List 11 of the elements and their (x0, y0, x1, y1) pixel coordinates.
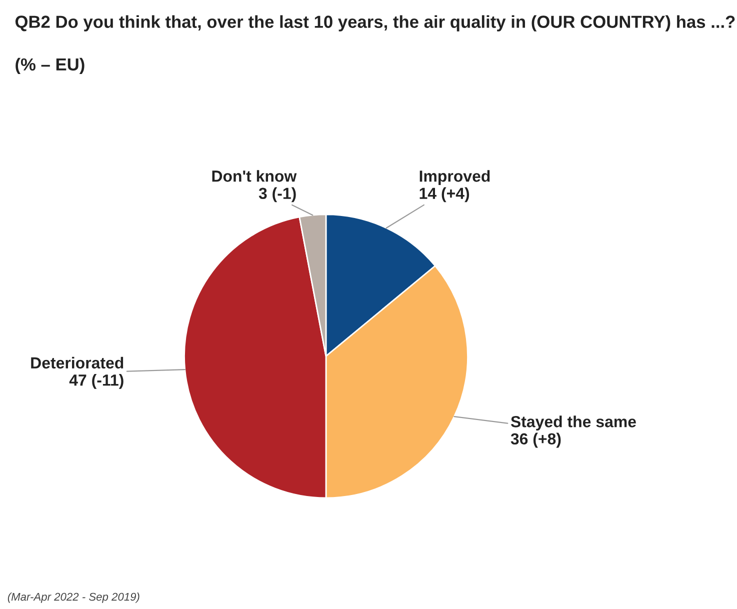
data-label: 47 (-11) (69, 374, 124, 389)
slice-label: Don't know (212, 170, 297, 182)
chart-subtitle: (% – EU) (16, 58, 84, 74)
slice-label: Stayed the same (510, 416, 636, 430)
data-label: 3 (-1) (258, 187, 296, 202)
data-label: 36 (+8) (510, 432, 561, 448)
slice-label: Improved (420, 170, 490, 185)
chart-title: QB2 Do you think that, over the last 10 years, the air quality in (OUR COUNTRY) has ...? (15, 15, 735, 32)
text: (Mar-Apr 2022 - Sep 2019) (8, 592, 140, 603)
slice-label: Deteriorated (31, 356, 124, 369)
data-label: 14 (+4) (420, 187, 470, 202)
